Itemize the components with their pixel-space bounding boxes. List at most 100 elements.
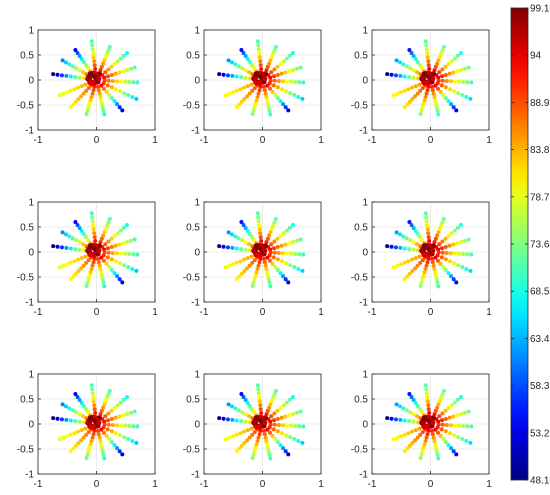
- x-tick-label: 1: [152, 307, 158, 318]
- y-tick-label: 0.5: [20, 223, 34, 234]
- scatter-point: [433, 427, 438, 432]
- scatter-point: [247, 263, 252, 268]
- scatter-point: [90, 263, 95, 268]
- scatter-point: [269, 242, 274, 247]
- scatter-point: [275, 85, 280, 90]
- scatter-point: [252, 410, 257, 414]
- scatter-point: [402, 432, 407, 437]
- y-tick-label: -0.5: [17, 445, 35, 456]
- scatter-point: [411, 240, 416, 245]
- x-tick-label: 1: [486, 135, 492, 146]
- x-tick-label: -1: [34, 135, 43, 146]
- scatter-point: [258, 231, 263, 236]
- scatter-point: [271, 223, 276, 228]
- scatter-point: [451, 277, 456, 282]
- scatter-point: [276, 250, 281, 255]
- scatter-point: [449, 274, 454, 279]
- scatter-point: [256, 91, 261, 96]
- scatter-point: [105, 395, 110, 400]
- scatter-point: [464, 266, 469, 271]
- scatter-point: [223, 265, 228, 270]
- scatter-point: [444, 78, 449, 83]
- scatter-point: [109, 440, 114, 444]
- scatter-point: [298, 65, 303, 70]
- scatter-point: [275, 440, 280, 444]
- scatter-point: [87, 415, 93, 421]
- colorbar-tick-label: 48.1: [530, 476, 550, 487]
- scatter-point: [101, 61, 106, 66]
- scatter-point: [103, 54, 108, 59]
- scatter-point: [440, 239, 445, 244]
- scatter-point: [267, 108, 272, 113]
- scatter-point: [288, 435, 293, 440]
- scatter-point: [239, 271, 244, 276]
- scatter-point: [126, 437, 131, 442]
- scatter-point: [410, 85, 415, 90]
- scatter-point: [416, 248, 421, 253]
- scatter-point: [286, 452, 291, 457]
- scatter-point: [389, 72, 394, 77]
- scatter-point: [231, 262, 236, 267]
- scatter-point: [434, 277, 439, 282]
- y-tick-label: -0.5: [183, 273, 201, 284]
- scatter-point: [61, 435, 66, 440]
- scatter-point: [283, 277, 288, 282]
- scatter-point: [283, 414, 288, 419]
- scatter-point: [252, 86, 257, 91]
- scatter-point: [275, 268, 280, 272]
- scatter-point: [272, 67, 277, 72]
- scatter-point: [287, 69, 292, 74]
- scatter-point: [122, 263, 127, 268]
- scatter-point: [283, 449, 288, 454]
- scatter-point: [120, 280, 125, 285]
- scatter-point: [288, 91, 293, 96]
- scatter-point: [297, 80, 302, 85]
- scatter-point: [391, 265, 396, 270]
- scatter-point: [257, 432, 262, 437]
- scatter-point: [226, 230, 231, 235]
- scatter-point: [103, 226, 108, 231]
- scatter-point: [229, 404, 234, 409]
- scatter-point: [127, 423, 132, 428]
- scatter-point: [464, 438, 469, 443]
- scatter-point: [89, 266, 94, 271]
- scatter-point: [249, 235, 254, 239]
- y-tick-label: -1: [25, 126, 34, 137]
- scatter-point: [270, 89, 275, 94]
- scatter-point: [117, 414, 122, 419]
- scatter-point: [283, 105, 288, 110]
- scatter-point: [251, 108, 256, 113]
- scatter-point: [425, 88, 430, 93]
- scatter-point: [90, 391, 95, 396]
- scatter-point: [73, 48, 78, 52]
- scatter-point: [292, 93, 297, 98]
- y-tick-label: -0.5: [351, 445, 369, 456]
- scatter-point: [68, 246, 73, 251]
- scatter-point: [433, 98, 438, 103]
- scatter-point: [425, 55, 430, 60]
- scatter-point: [92, 59, 97, 64]
- scatter-point: [385, 244, 390, 249]
- subplot-1-2: -1 0 1 -1 -0.5 0 0.5 1: [183, 26, 324, 147]
- scatter-point: [243, 54, 248, 58]
- scatter-point: [421, 101, 426, 106]
- scatter-point: [276, 78, 281, 83]
- scatter-point: [281, 403, 286, 408]
- x-tick-label: -1: [200, 135, 209, 146]
- scatter-point: [293, 251, 298, 256]
- scatter-point: [97, 435, 102, 440]
- scatter-point: [98, 95, 103, 100]
- scatter-point: [443, 85, 448, 90]
- colorbar-ticks: 48.1 53.2 58.3 63.4 68.5 73.6 78.7 83.8 88.9 94 99…: [511, 4, 550, 487]
- scatter-point: [433, 274, 438, 279]
- scatter-point: [115, 102, 120, 107]
- scatter-point: [433, 270, 438, 275]
- scatter-point: [236, 236, 241, 241]
- scatter-point: [296, 266, 301, 271]
- scatter-point: [406, 87, 411, 92]
- scatter-point: [84, 88, 89, 93]
- scatter-point: [439, 74, 444, 79]
- scatter-point: [265, 427, 270, 432]
- scatter-point: [289, 251, 294, 256]
- scatter-point: [415, 91, 420, 96]
